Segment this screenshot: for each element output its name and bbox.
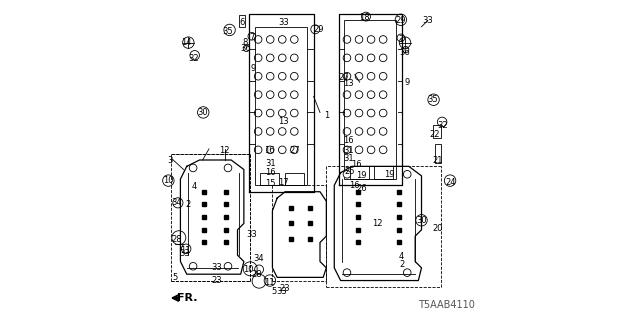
Text: 2: 2	[400, 260, 405, 269]
Bar	[374, 166, 393, 179]
Text: 33: 33	[278, 18, 289, 27]
Circle shape	[343, 171, 351, 178]
Text: 21: 21	[432, 156, 443, 164]
Text: T5AAB4110: T5AAB4110	[419, 300, 476, 310]
Text: 33: 33	[276, 287, 287, 296]
Text: 27: 27	[289, 146, 300, 155]
Text: FR.: FR.	[177, 293, 197, 303]
Text: 14: 14	[182, 38, 192, 47]
Text: 7: 7	[398, 35, 404, 44]
Text: 28: 28	[172, 235, 182, 244]
Text: 33: 33	[246, 230, 257, 239]
Text: 26: 26	[356, 184, 367, 193]
Text: 34: 34	[172, 198, 182, 207]
Text: 22: 22	[429, 130, 440, 139]
Text: 35: 35	[428, 95, 438, 104]
Text: 20: 20	[432, 224, 443, 233]
Circle shape	[343, 269, 351, 276]
Text: 7: 7	[249, 33, 255, 42]
Text: 3: 3	[168, 156, 173, 164]
Bar	[285, 173, 304, 185]
Text: 1: 1	[324, 111, 329, 120]
Text: 24: 24	[445, 178, 456, 187]
Circle shape	[403, 171, 411, 178]
Text: 12: 12	[372, 219, 382, 228]
Circle shape	[403, 269, 411, 276]
Text: 23: 23	[212, 276, 222, 285]
Text: 28: 28	[252, 270, 262, 279]
Text: 33: 33	[212, 263, 222, 272]
Bar	[260, 173, 279, 185]
Text: 31: 31	[343, 146, 354, 155]
Text: 4: 4	[398, 252, 403, 261]
Text: 19: 19	[356, 172, 367, 180]
Text: 16: 16	[351, 160, 362, 169]
Text: 34: 34	[253, 254, 264, 263]
Text: 4: 4	[192, 182, 197, 191]
Text: 9: 9	[251, 63, 256, 73]
Circle shape	[224, 262, 232, 270]
Text: 31: 31	[266, 159, 276, 168]
Text: 12: 12	[220, 146, 230, 155]
Text: 6: 6	[239, 18, 245, 27]
Text: 36: 36	[399, 48, 410, 57]
Text: 36: 36	[240, 44, 251, 53]
Text: 17: 17	[278, 178, 289, 187]
Text: 19: 19	[385, 170, 395, 179]
Text: 8: 8	[243, 38, 248, 47]
Text: 33: 33	[422, 16, 433, 25]
Text: 16: 16	[349, 181, 360, 190]
Circle shape	[189, 262, 197, 270]
Text: 35: 35	[223, 27, 234, 36]
Bar	[350, 166, 369, 179]
Text: 30: 30	[416, 216, 427, 225]
Text: 23: 23	[280, 284, 291, 293]
Text: 5: 5	[271, 287, 276, 296]
Text: 11: 11	[264, 278, 275, 287]
Bar	[255, 27, 307, 185]
Text: 13: 13	[278, 117, 289, 126]
Bar	[344, 20, 396, 179]
Text: 16: 16	[264, 146, 275, 155]
Text: 16: 16	[343, 136, 354, 146]
Circle shape	[189, 164, 197, 172]
Bar	[239, 15, 246, 28]
Text: 25: 25	[345, 167, 355, 176]
Text: 27: 27	[339, 73, 349, 82]
Text: 16: 16	[266, 168, 276, 177]
Text: 10: 10	[163, 176, 173, 185]
Text: 30: 30	[197, 108, 208, 117]
Text: 13: 13	[343, 79, 354, 88]
Text: 5: 5	[172, 273, 177, 282]
Text: 31: 31	[343, 154, 354, 163]
Text: 15: 15	[266, 179, 276, 188]
Text: 32: 32	[438, 121, 449, 130]
Text: 2: 2	[186, 200, 191, 209]
Text: 29: 29	[396, 16, 406, 25]
Text: 10: 10	[243, 265, 254, 274]
Text: 11: 11	[180, 246, 191, 255]
Text: 9: 9	[404, 78, 410, 87]
Bar	[435, 144, 441, 163]
Text: 29: 29	[313, 25, 324, 35]
Text: 32: 32	[188, 54, 198, 63]
Text: 18: 18	[359, 13, 370, 22]
Bar	[433, 125, 440, 138]
Text: 33: 33	[179, 249, 190, 258]
Circle shape	[224, 164, 232, 172]
